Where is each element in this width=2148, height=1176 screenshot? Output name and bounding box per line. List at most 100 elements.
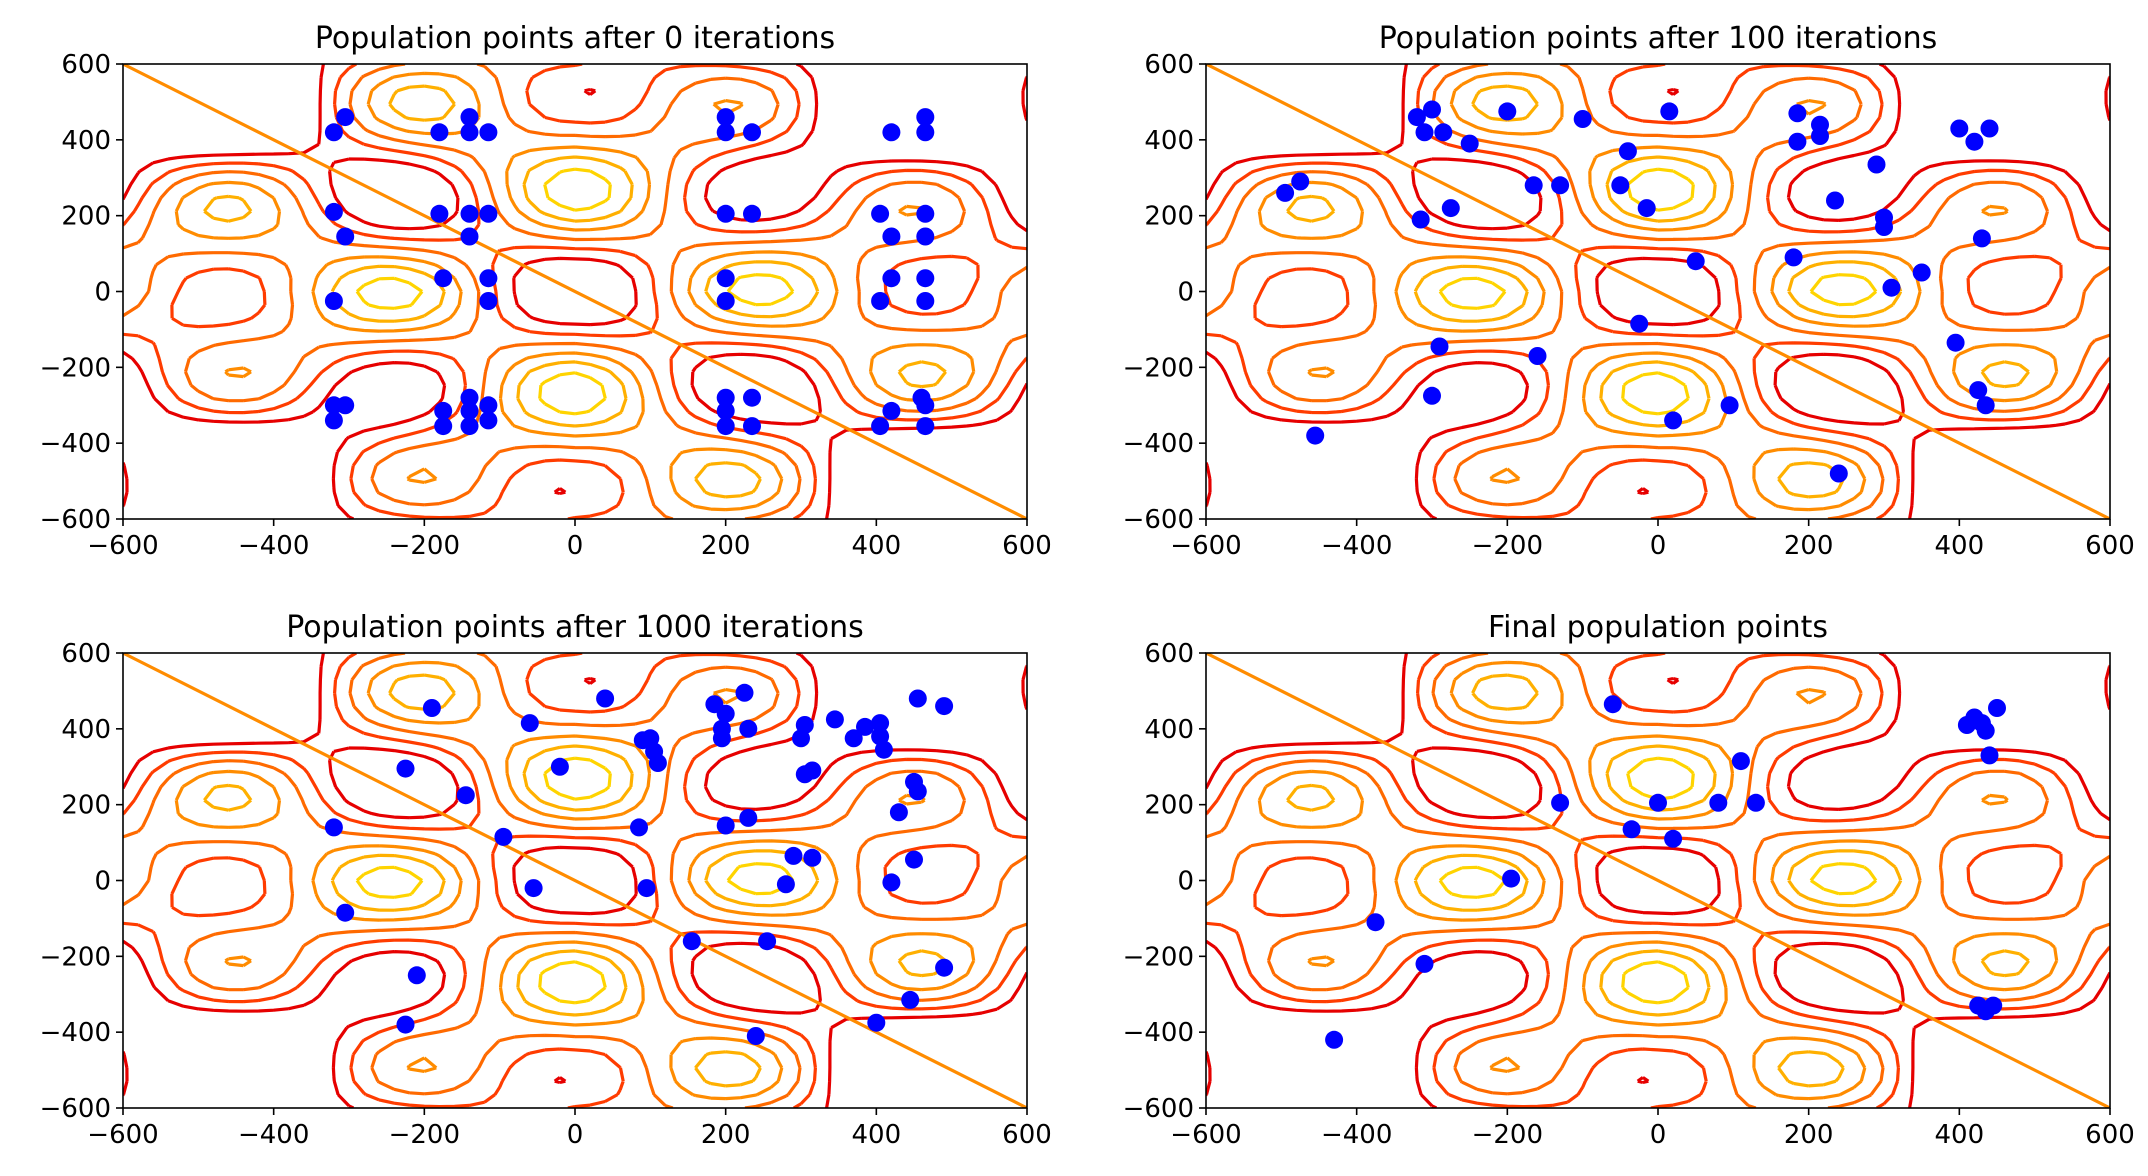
- scatter-point: [479, 411, 498, 430]
- scatter-point: [916, 396, 935, 415]
- contour-line-4: [123, 64, 1027, 519]
- scatter-point: [784, 846, 803, 865]
- scatter-point: [743, 123, 761, 142]
- y-tick-label: 600: [1144, 50, 1194, 80]
- y-tick-label: 400: [61, 126, 111, 156]
- scatter-point: [1950, 119, 1969, 138]
- scatter-point: [743, 204, 761, 223]
- x-tick-label: 0: [567, 531, 584, 561]
- scatter-point: [1611, 176, 1630, 195]
- y-tick-label: 200: [1144, 791, 1194, 821]
- scatter-points: [1325, 695, 2006, 1049]
- y-tick-label: −200: [40, 942, 111, 972]
- x-tick-label: 400: [1935, 1120, 1985, 1150]
- scatter-point: [1976, 721, 1995, 740]
- scatter-point: [1306, 426, 1325, 445]
- axis-ticks: −600−600 −400 −400 −200 −200 0 0 200 200 400 400 60…: [40, 639, 1052, 1150]
- scatter-point: [336, 108, 355, 127]
- x-tick-label: −200: [389, 531, 460, 561]
- scatter-point: [1709, 793, 1728, 812]
- contour-background: [123, 64, 1027, 519]
- y-tick-label: 0: [1177, 278, 1194, 308]
- scatter-point: [456, 786, 475, 805]
- scatter-point: [336, 227, 355, 246]
- scatter-point: [460, 123, 479, 142]
- scatter-point: [1965, 132, 1984, 151]
- scatter-point: [776, 875, 795, 894]
- contour-line-3: [1257, 71, 2059, 512]
- scatter-point: [916, 123, 935, 142]
- x-tick-label: −600: [87, 1120, 158, 1150]
- scatter-point: [460, 227, 479, 246]
- scatter-point: [1423, 100, 1441, 119]
- scatter-point: [1460, 134, 1479, 153]
- scatter-point: [479, 269, 498, 288]
- x-tick-label: −400: [238, 531, 309, 561]
- scatter-point: [901, 990, 920, 1009]
- scatter-point: [871, 714, 890, 733]
- contour-ridge: [1206, 653, 2110, 1108]
- scatter-point: [871, 417, 890, 436]
- y-tick-label: −600: [1123, 1094, 1194, 1124]
- scatter-point: [1826, 191, 1844, 210]
- scatter-point: [494, 827, 513, 846]
- scatter-point: [1407, 108, 1426, 127]
- scatter-point: [1731, 752, 1750, 771]
- contour-line-3: [1257, 660, 2059, 1101]
- y-tick-label: 400: [1144, 715, 1194, 745]
- contour-line-2: [1286, 84, 2030, 499]
- scatter-point: [1980, 119, 1999, 138]
- scatter-point: [916, 204, 935, 223]
- scatter-point: [324, 292, 343, 310]
- scatter-point: [682, 932, 701, 951]
- scatter-point: [867, 1013, 886, 1032]
- scatter-point: [882, 123, 901, 142]
- scatter-point: [422, 699, 441, 717]
- panel-2: Population points after 1000 iterations …: [40, 610, 1052, 1150]
- contour-ridge: [123, 653, 1027, 1108]
- scatter-point: [1434, 123, 1453, 142]
- contour-line-4: [123, 653, 1027, 1108]
- scatter-point: [716, 108, 735, 127]
- x-tick-label: 600: [1002, 1120, 1052, 1150]
- scatter-point: [1746, 793, 1765, 812]
- x-tick-label: −200: [1472, 531, 1543, 561]
- y-tick-label: 400: [61, 715, 111, 745]
- contour-line-2: [203, 673, 947, 1088]
- scatter-point: [1867, 155, 1886, 174]
- scatter-point: [905, 850, 923, 869]
- scatter-point: [1980, 746, 1999, 765]
- scatter-point: [1276, 183, 1295, 202]
- x-tick-label: 400: [1935, 531, 1985, 561]
- axis-ticks: −600−600 −400 −400 −200 −200 0 0 200 200 400 400 60…: [1123, 639, 2135, 1150]
- scatter-points: [324, 683, 954, 1045]
- scatter-point: [1411, 210, 1430, 229]
- scatter-point: [1946, 333, 1965, 352]
- scatter-point: [430, 123, 449, 142]
- y-tick-label: 200: [61, 202, 111, 232]
- scatter-point: [1415, 954, 1434, 973]
- contour-ridge: [123, 64, 1027, 519]
- y-tick-label: −200: [40, 353, 111, 383]
- scatter-point: [739, 808, 758, 827]
- scatter-point: [1829, 464, 1848, 483]
- scatter-point: [324, 123, 343, 142]
- scatter-point: [716, 388, 735, 407]
- scatter-point: [550, 757, 569, 776]
- scatter-point: [825, 710, 844, 729]
- contour-line-4: [1206, 64, 2110, 519]
- scatter-point: [479, 123, 498, 142]
- scatter-point: [743, 388, 761, 407]
- panel-title: Population points after 100 iterations: [1379, 21, 1938, 56]
- scatter-point: [1664, 411, 1683, 430]
- scatter-point: [637, 879, 656, 898]
- scatter-point: [1618, 142, 1637, 161]
- y-tick-label: 400: [1144, 126, 1194, 156]
- scatter-point: [716, 123, 735, 142]
- scatter-point: [434, 401, 453, 420]
- scatter-point: [479, 204, 498, 223]
- contour-ridge: [1206, 64, 2110, 519]
- scatter-point: [882, 401, 901, 420]
- scatter-point: [1720, 396, 1739, 415]
- scatter-point: [716, 269, 735, 288]
